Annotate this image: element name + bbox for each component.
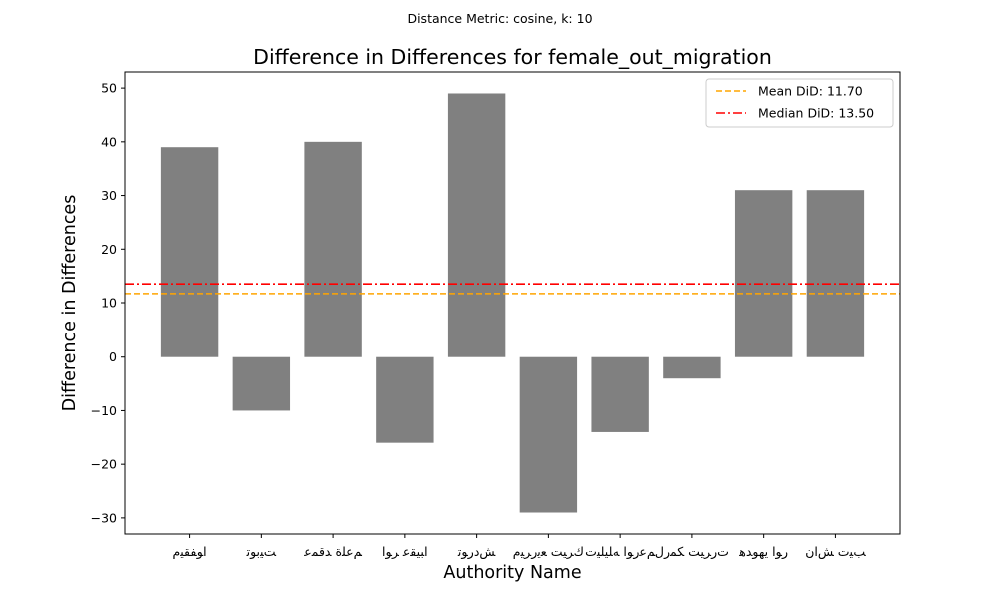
reference-lines bbox=[125, 283, 900, 295]
bar-6 bbox=[591, 356, 649, 432]
y-tick-label-6: 30 bbox=[101, 188, 117, 203]
y-tick-label-5: 20 bbox=[101, 242, 117, 257]
y-tick-label-1: −20 bbox=[91, 457, 117, 472]
legend: Mean DiD: 11.70 Median DiD: 13.50 bbox=[705, 78, 894, 128]
bar-2 bbox=[304, 141, 362, 357]
x-tick-label-4: ﺶﺩﺭﻮﺗ bbox=[457, 544, 497, 560]
x-tick-label-3: ﺍﺒﻴﻘﻋ ﺮﻮﺍ bbox=[382, 544, 428, 560]
bars bbox=[160, 93, 865, 513]
x-tick-label-2: ﻢﻋﻠﺓ ﺪﻗﻤﻋ bbox=[303, 544, 362, 560]
y-axis-title: Difference in Differences bbox=[60, 195, 80, 412]
chart-subtitle: Distance Metric: cosine, k: 10 bbox=[407, 11, 592, 26]
bar-1 bbox=[232, 356, 291, 411]
x-tick-label-5: ﻙﺮﻴﺖ ﻌﻳﺭﺮﻴﻡ bbox=[513, 544, 584, 560]
y-axis: −30 −20 −10 0 10 20 30 40 50 bbox=[91, 81, 125, 525]
x-tick-label-1: ﺖﻴﺑﻮﺗ bbox=[246, 544, 277, 560]
bar-0 bbox=[160, 147, 219, 357]
y-tick-label-2: −10 bbox=[91, 403, 117, 418]
legend-label-0: Mean DiD: 11.70 bbox=[758, 84, 863, 99]
bar-5 bbox=[519, 356, 578, 513]
chart-title: Difference in Differences for female_out… bbox=[253, 45, 772, 70]
bar-8 bbox=[734, 190, 793, 357]
x-axis: ﺍﻮﻔﻘﻴﻡ ﺖﻴﺑﻮﺗ ﻢﻋﻠﺓ ﺪﻗﻤﻋ ﺍﺒﻴﻘﻋ ﺮﻮﺍ ﺶﺩﺭﻮﺗ ﻙﺮﻴﺖ ﻌ… bbox=[173, 534, 866, 560]
legend-box bbox=[705, 78, 894, 128]
y-tick-label-7: 40 bbox=[101, 134, 117, 149]
x-tick-label-0: ﺍﻮﻔﻘﻴﻡ bbox=[173, 544, 207, 560]
bar-4 bbox=[447, 93, 506, 357]
bar-3 bbox=[376, 356, 434, 443]
bar-9 bbox=[806, 190, 865, 357]
y-tick-label-0: −30 bbox=[91, 510, 117, 525]
y-tick-label-8: 50 bbox=[101, 81, 117, 96]
y-tick-label-3: 0 bbox=[109, 349, 117, 364]
y-tick-label-4: 10 bbox=[101, 296, 117, 311]
x-tick-label-7: ﺕﺭﺮﻴﺖ ﻜﻤﺭﻝ bbox=[655, 544, 729, 560]
bar-7 bbox=[663, 356, 721, 379]
x-tick-label-6: ﻢﻋﺭﻮﺍ ﻪﻠﻴﻠﻴﺕ bbox=[585, 544, 656, 560]
legend-label-1: Median DiD: 13.50 bbox=[758, 106, 874, 121]
x-tick-label-9: ﺐﻴﺕ ﺶﺍﻥ bbox=[805, 544, 866, 560]
x-tick-label-8: ﺭﻮﺍ ﻳﻬﻮﺪﻫ bbox=[738, 544, 788, 560]
x-axis-title: Authority Name bbox=[443, 563, 581, 583]
